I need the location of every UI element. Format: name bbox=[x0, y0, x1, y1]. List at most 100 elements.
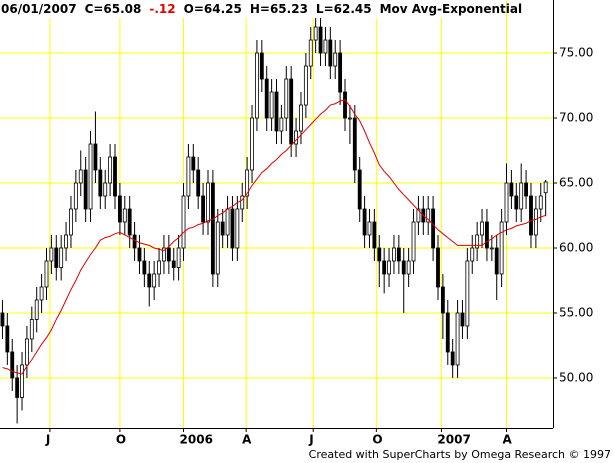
x-tick-label: A bbox=[503, 433, 513, 447]
candle-body bbox=[59, 247, 64, 268]
candle-body bbox=[220, 221, 225, 236]
x-tick-label: A bbox=[242, 433, 252, 447]
candle-body bbox=[475, 234, 480, 249]
candle-body bbox=[162, 247, 166, 262]
candle-body bbox=[333, 52, 338, 67]
footer: Created with SuperCharts by Omega Resear… bbox=[309, 448, 611, 461]
candle-body bbox=[269, 91, 274, 119]
candle-body bbox=[186, 156, 191, 197]
candle-body bbox=[49, 247, 54, 262]
candle-body bbox=[294, 130, 298, 145]
candle-body bbox=[152, 273, 157, 288]
candle-body bbox=[215, 221, 220, 275]
candle-body bbox=[230, 208, 235, 249]
candle-body bbox=[0, 312, 5, 327]
candle-body bbox=[259, 52, 264, 80]
candle-body bbox=[289, 78, 294, 145]
x-tick-label: 2007 bbox=[437, 433, 470, 447]
candle-body bbox=[303, 65, 308, 106]
candle-body bbox=[142, 260, 147, 275]
candle-body bbox=[132, 234, 137, 249]
candle-body bbox=[29, 319, 34, 340]
candle-body bbox=[308, 39, 313, 67]
candle-body bbox=[88, 143, 93, 210]
candle-body bbox=[538, 195, 543, 210]
candle-body bbox=[406, 260, 411, 275]
y-tick-label: 65.00 bbox=[559, 176, 593, 190]
candle-body bbox=[34, 299, 39, 320]
candle-body bbox=[328, 39, 333, 67]
y-tick-label: 70.00 bbox=[559, 111, 593, 125]
candle-body bbox=[318, 26, 323, 54]
candle-body bbox=[529, 195, 533, 236]
candle-body bbox=[15, 377, 20, 398]
candle-body bbox=[480, 221, 484, 236]
moving-average-line bbox=[2, 99, 546, 375]
candle-body bbox=[445, 312, 450, 353]
candle-body bbox=[54, 247, 59, 268]
candle-body bbox=[352, 117, 357, 171]
candle-body bbox=[436, 247, 440, 288]
candle-body bbox=[210, 182, 215, 275]
candle-body bbox=[450, 351, 455, 366]
header-background bbox=[0, 0, 480, 18]
candle-body bbox=[387, 260, 391, 275]
candle-body bbox=[411, 221, 416, 262]
candle-body bbox=[264, 78, 269, 119]
header-field: 06/01/2007 bbox=[1, 2, 77, 16]
candle-body bbox=[83, 169, 88, 210]
candle-body bbox=[543, 181, 548, 194]
candle-body bbox=[514, 195, 519, 210]
candle-body bbox=[64, 234, 68, 249]
candle-body bbox=[122, 208, 127, 223]
x-tick-label: J bbox=[45, 433, 50, 447]
candle-body bbox=[343, 91, 347, 119]
candle-body bbox=[499, 221, 504, 275]
candle-body bbox=[240, 195, 245, 210]
candle-body bbox=[127, 208, 132, 236]
candle-body bbox=[416, 208, 421, 223]
candle-body bbox=[69, 208, 73, 236]
candle-body bbox=[73, 182, 78, 210]
candle-body bbox=[396, 247, 401, 262]
candle-body bbox=[426, 208, 431, 223]
x-tick-label: O bbox=[372, 433, 382, 447]
candle-body bbox=[255, 52, 259, 119]
candle-body bbox=[284, 78, 289, 119]
candle-body bbox=[103, 182, 108, 197]
candle-body bbox=[362, 208, 367, 236]
candle-body bbox=[494, 247, 499, 275]
y-tick-label: 50.00 bbox=[559, 370, 593, 384]
candle-body bbox=[171, 260, 176, 268]
candle-body bbox=[44, 260, 49, 288]
candle-body bbox=[24, 338, 29, 366]
x-tick-label: 2006 bbox=[180, 433, 213, 447]
candle-body bbox=[206, 182, 210, 223]
candle-body bbox=[338, 52, 343, 93]
y-tick-label: 55.00 bbox=[559, 305, 593, 319]
candle-body bbox=[524, 182, 529, 197]
x-tick-label: J bbox=[308, 433, 313, 447]
candle-body bbox=[98, 169, 103, 197]
candle-body bbox=[191, 156, 196, 171]
candle-body bbox=[176, 247, 181, 268]
y-tick-label: 60.00 bbox=[559, 240, 593, 254]
candle-body bbox=[147, 273, 152, 288]
candle-body bbox=[367, 221, 372, 236]
candle-body bbox=[372, 221, 377, 249]
candle-body bbox=[455, 312, 460, 366]
candle-body bbox=[347, 117, 352, 120]
candle-body bbox=[392, 247, 396, 262]
header: 06/01/2007 C=65.08 -.12 O=64.25 H=65.23 L=62.… bbox=[1, 2, 522, 16]
candle-body bbox=[470, 247, 475, 262]
candle-body bbox=[5, 325, 10, 353]
header-field: O=64.25 bbox=[184, 2, 242, 16]
header-field: -.12 bbox=[149, 2, 175, 16]
candle-body bbox=[181, 195, 186, 249]
candle-body bbox=[382, 260, 387, 275]
candle-body bbox=[460, 312, 465, 327]
